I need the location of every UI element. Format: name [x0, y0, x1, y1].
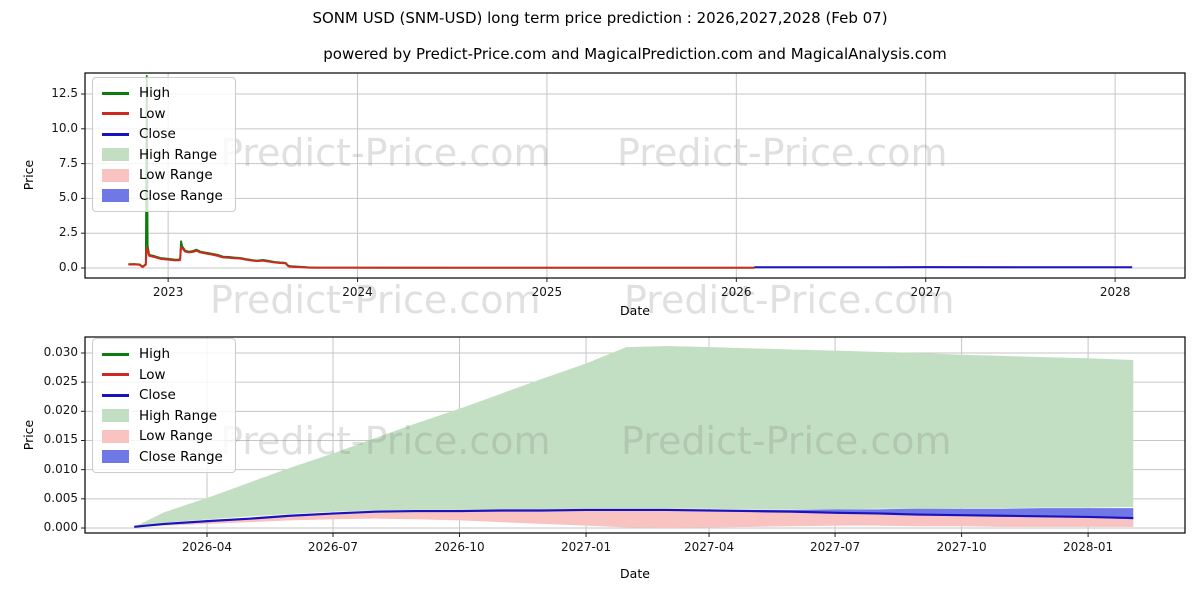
legend-label-low-range: Low Range: [139, 167, 213, 184]
legend-label-low-range: Low Range: [139, 428, 213, 445]
legend-label-close-range: Close Range: [139, 187, 223, 204]
legend-label-high-range: High Range: [139, 146, 218, 163]
legend-item-close: Close: [102, 124, 223, 145]
legend-label-close: Close: [139, 387, 176, 404]
high-range-patch-icon: [102, 409, 129, 423]
legend-item-close: Close: [102, 385, 223, 406]
legend-label-high: High: [139, 85, 171, 102]
low-range-patch-icon: [102, 429, 129, 443]
legend-label-high: High: [139, 346, 171, 363]
legend-item-close-range: Close Range: [102, 447, 223, 468]
legend-bottom-chart: High Low Close High Range Low Range Close Ran…: [92, 338, 236, 473]
prediction-chart: [81, 336, 1186, 537]
legend-top-chart: High Low Close High Range Low Range Close Ran…: [92, 77, 236, 212]
axes-spine: [84, 336, 1186, 534]
low-range-patch-icon: [102, 168, 129, 182]
close-range-swatch-icon: [102, 450, 129, 464]
close-line: [134, 508, 1134, 528]
legend-item-high: High: [102, 344, 223, 365]
close-line-icon: [102, 393, 129, 397]
axes-spine: [84, 72, 1186, 279]
legend-label-low: Low: [139, 366, 166, 383]
high-line-icon: [102, 352, 129, 356]
grid-lines: [85, 73, 1185, 278]
tick-marks: [81, 352, 1089, 537]
high-range-swatch-icon: [102, 148, 129, 162]
legend-item-close-range: Close Range: [102, 186, 223, 207]
legend-item-high-range: High Range: [102, 145, 223, 166]
low-line: [128, 246, 755, 269]
legend-item-low: Low: [102, 365, 223, 386]
high-swatch-icon: [102, 352, 129, 356]
legend-item-low-range: Low Range: [102, 165, 223, 186]
legend-item-high-range: High Range: [102, 406, 223, 427]
history-chart: [81, 72, 1186, 282]
legend-label-close-range: Close Range: [139, 448, 223, 465]
legend-item-low-range: Low Range: [102, 426, 223, 447]
high-line-icon: [102, 91, 129, 95]
close-line-icon: [102, 132, 129, 136]
legend-item-high: High: [102, 83, 223, 104]
low-line-icon: [102, 373, 129, 377]
low-range-swatch-icon: [102, 168, 129, 182]
low-line-icon: [102, 112, 129, 116]
high-range-swatch-icon: [102, 409, 129, 423]
close-swatch-icon: [102, 132, 129, 136]
legend-label-low: Low: [139, 105, 166, 122]
close-range-patch-icon: [102, 450, 129, 464]
legend-label-high-range: High Range: [139, 407, 218, 424]
tick-marks: [81, 93, 1116, 282]
high-range-area: [134, 345, 1134, 527]
low-swatch-icon: [102, 373, 129, 377]
low-range-swatch-icon: [102, 429, 129, 443]
close-swatch-icon: [102, 393, 129, 397]
close-range-swatch-icon: [102, 189, 129, 203]
legend-label-close: Close: [139, 126, 176, 143]
high-range-patch-icon: [102, 148, 129, 162]
legend-item-low: Low: [102, 104, 223, 125]
high-swatch-icon: [102, 91, 129, 95]
low-swatch-icon: [102, 112, 129, 116]
close-range-patch-icon: [102, 189, 129, 203]
